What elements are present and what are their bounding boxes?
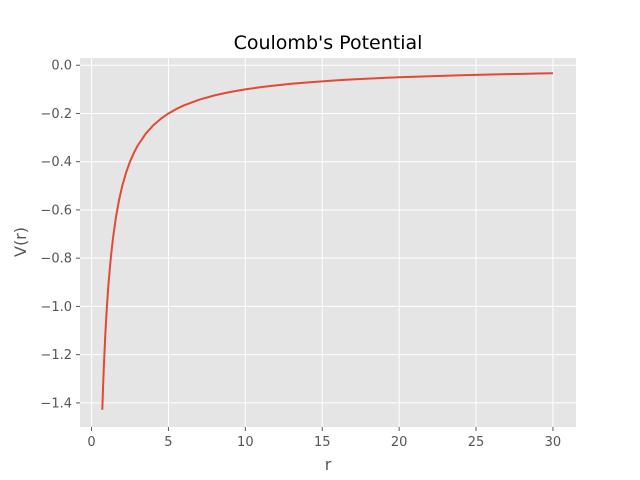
y-axis-label: V(r) [11, 227, 30, 257]
x-tick-label: 25 [468, 435, 485, 450]
y-tick-label: −1.2 [40, 348, 72, 363]
x-gridlines [91, 58, 554, 427]
x-tick-label: 0 [87, 435, 95, 450]
y-tick-label: −1.4 [40, 396, 72, 411]
series-line-potential [101, 72, 553, 410]
y-tick-label: 0.0 [51, 59, 72, 74]
y-axis-ticks: 0.0 −0.2 −0.4 −0.6 −0.8 −1.0 −1.2 −1.4 [40, 59, 80, 411]
x-tick-label: 15 [314, 435, 331, 450]
chart-title: Coulomb's Potential [234, 32, 423, 54]
y-tick-label: −0.6 [40, 203, 72, 218]
x-tick-label: 5 [164, 435, 172, 450]
x-axis-label: r [325, 455, 332, 474]
x-axis-ticks: 0 5 10 15 20 25 30 [87, 427, 561, 450]
y-tick-label: −0.2 [40, 107, 72, 122]
plot-area [80, 58, 576, 427]
y-tick-label: −1.0 [40, 300, 72, 315]
y-gridlines [80, 64, 576, 404]
series-layer [101, 72, 553, 410]
y-tick-label: −0.8 [40, 252, 72, 267]
x-tick-label: 30 [545, 435, 562, 450]
x-tick-label: 10 [237, 435, 254, 450]
x-tick-label: 20 [391, 435, 408, 450]
y-tick-label: −0.4 [40, 155, 72, 170]
